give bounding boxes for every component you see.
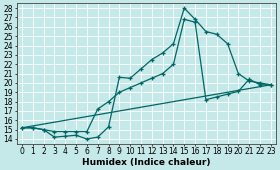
X-axis label: Humidex (Indice chaleur): Humidex (Indice chaleur) <box>82 158 211 167</box>
